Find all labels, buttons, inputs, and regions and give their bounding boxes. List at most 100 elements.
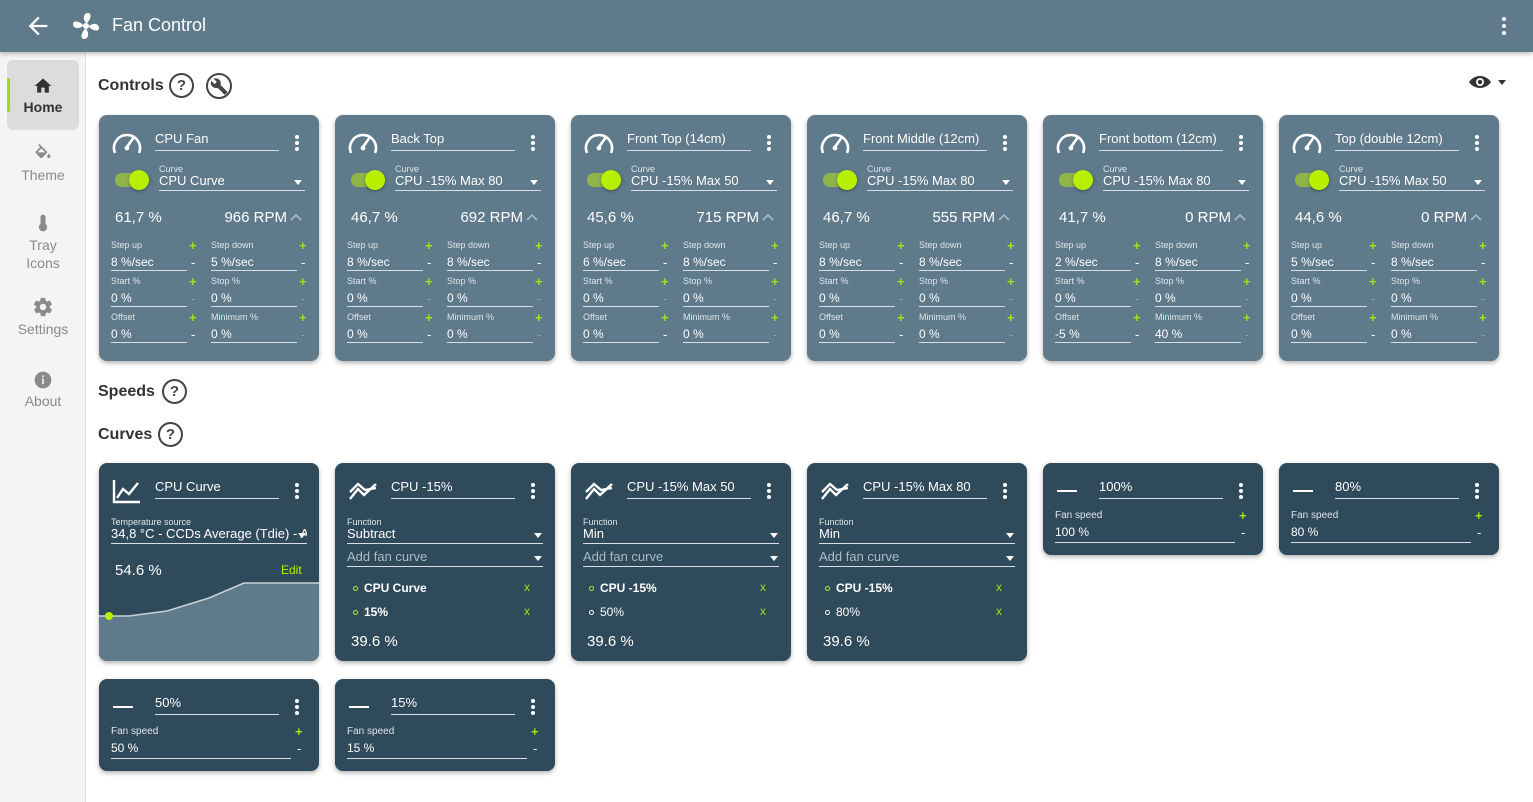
- stop-plus[interactable]: +: [1243, 274, 1251, 289]
- minimum-plus[interactable]: +: [1007, 310, 1015, 325]
- step-up-input[interactable]: 5 %/sec: [1291, 255, 1367, 271]
- step-down-minus[interactable]: -: [773, 255, 778, 270]
- card-menu-icon[interactable]: [1001, 483, 1009, 501]
- start-input[interactable]: 0 %: [347, 291, 423, 307]
- minimum-input[interactable]: 0 %: [211, 327, 297, 343]
- fan-name-input[interactable]: CPU Fan: [155, 131, 279, 151]
- offset-plus[interactable]: +: [425, 310, 433, 325]
- stop-minus[interactable]: -: [537, 291, 542, 306]
- step-down-input[interactable]: 8 %/sec: [1155, 255, 1241, 271]
- stop-minus[interactable]: -: [301, 291, 306, 306]
- step-up-input[interactable]: 2 %/sec: [1055, 255, 1131, 271]
- stop-minus[interactable]: -: [773, 291, 778, 306]
- curves-help-icon[interactable]: ?: [158, 422, 183, 447]
- start-input[interactable]: 0 %: [1055, 291, 1131, 307]
- fan-name-input[interactable]: Top (double 12cm): [1335, 131, 1459, 151]
- remove-mix-item-1[interactable]: x: [760, 604, 766, 618]
- controls-help-icon[interactable]: ?: [169, 73, 194, 98]
- wrench-icon[interactable]: [206, 73, 232, 99]
- offset-input[interactable]: 0 %: [347, 327, 423, 343]
- curve-name-input[interactable]: 15%: [391, 695, 515, 715]
- curve-name-input[interactable]: 100%: [1099, 479, 1223, 499]
- back-arrow-icon[interactable]: [24, 12, 52, 40]
- add-fan-curve-select[interactable]: Add fan curve: [347, 549, 543, 567]
- fan-speed-minus[interactable]: -: [533, 741, 538, 756]
- offset-minus[interactable]: -: [663, 327, 668, 342]
- step-down-plus[interactable]: +: [1479, 238, 1487, 253]
- stop-plus[interactable]: +: [535, 274, 543, 289]
- enable-toggle[interactable]: [115, 170, 149, 190]
- card-menu-icon[interactable]: [765, 135, 773, 153]
- step-down-plus[interactable]: +: [771, 238, 779, 253]
- curve-name-input[interactable]: CPU -15% Max 50: [627, 479, 751, 499]
- start-input[interactable]: 0 %: [583, 291, 659, 307]
- sidebar-item-home[interactable]: Home: [7, 60, 79, 130]
- curve-select[interactable]: CPU -15% Max 50: [1339, 173, 1485, 191]
- minimum-input[interactable]: 0 %: [919, 327, 1005, 343]
- start-plus[interactable]: +: [1133, 274, 1141, 289]
- enable-toggle[interactable]: [1295, 170, 1329, 190]
- remove-mix-item-1[interactable]: x: [996, 604, 1002, 618]
- step-down-plus[interactable]: +: [1007, 238, 1015, 253]
- step-up-plus[interactable]: +: [425, 238, 433, 253]
- step-up-plus[interactable]: +: [897, 238, 905, 253]
- minimum-minus[interactable]: -: [773, 327, 778, 342]
- add-fan-curve-select[interactable]: Add fan curve: [819, 549, 1015, 567]
- step-down-minus[interactable]: -: [1245, 255, 1250, 270]
- curve-select[interactable]: CPU -15% Max 80: [1103, 173, 1249, 191]
- offset-minus[interactable]: -: [191, 327, 196, 342]
- fan-speed-plus[interactable]: +: [1475, 508, 1483, 523]
- function-select[interactable]: Min: [583, 526, 779, 544]
- start-plus[interactable]: +: [661, 274, 669, 289]
- step-up-plus[interactable]: +: [189, 238, 197, 253]
- minimum-minus[interactable]: -: [537, 327, 542, 342]
- stop-input[interactable]: 0 %: [1391, 291, 1477, 307]
- function-select[interactable]: Subtract: [347, 526, 543, 544]
- remove-mix-item-0[interactable]: x: [996, 580, 1002, 594]
- minimum-minus[interactable]: -: [1009, 327, 1014, 342]
- fan-speed-input[interactable]: 50 %: [111, 741, 291, 759]
- step-up-minus[interactable]: -: [1371, 255, 1376, 270]
- start-minus[interactable]: -: [191, 291, 196, 306]
- step-down-minus[interactable]: -: [1009, 255, 1014, 270]
- curve-point-handle[interactable]: [105, 612, 113, 620]
- stop-minus[interactable]: -: [1245, 291, 1250, 306]
- fan-speed-minus[interactable]: -: [297, 741, 302, 756]
- offset-plus[interactable]: +: [1133, 310, 1141, 325]
- card-menu-icon[interactable]: [1237, 135, 1245, 153]
- minimum-minus[interactable]: -: [301, 327, 306, 342]
- start-plus[interactable]: +: [189, 274, 197, 289]
- offset-minus[interactable]: -: [1135, 327, 1140, 342]
- offset-minus[interactable]: -: [899, 327, 904, 342]
- step-down-input[interactable]: 8 %/sec: [919, 255, 1005, 271]
- offset-plus[interactable]: +: [189, 310, 197, 325]
- card-menu-icon[interactable]: [1473, 135, 1481, 153]
- start-minus[interactable]: -: [427, 291, 432, 306]
- step-down-input[interactable]: 8 %/sec: [683, 255, 769, 271]
- stop-plus[interactable]: +: [299, 274, 307, 289]
- offset-input[interactable]: -5 %: [1055, 327, 1131, 343]
- step-down-minus[interactable]: -: [1481, 255, 1486, 270]
- stop-input[interactable]: 0 %: [211, 291, 297, 307]
- step-down-minus[interactable]: -: [537, 255, 542, 270]
- fan-speed-minus[interactable]: -: [1241, 525, 1246, 540]
- offset-minus[interactable]: -: [1371, 327, 1376, 342]
- chevron-up-icon[interactable]: [289, 211, 303, 223]
- offset-minus[interactable]: -: [427, 327, 432, 342]
- fan-speed-plus[interactable]: +: [295, 724, 303, 739]
- stop-plus[interactable]: +: [1479, 274, 1487, 289]
- minimum-plus[interactable]: +: [1479, 310, 1487, 325]
- stop-input[interactable]: 0 %: [447, 291, 533, 307]
- start-minus[interactable]: -: [663, 291, 668, 306]
- curve-select[interactable]: CPU -15% Max 50: [631, 173, 777, 191]
- step-up-minus[interactable]: -: [899, 255, 904, 270]
- card-menu-icon[interactable]: [765, 483, 773, 501]
- stop-plus[interactable]: +: [1007, 274, 1015, 289]
- sidebar-item-theme[interactable]: Theme: [7, 144, 79, 192]
- step-up-plus[interactable]: +: [1369, 238, 1377, 253]
- card-menu-icon[interactable]: [529, 135, 537, 153]
- chevron-up-icon[interactable]: [997, 211, 1011, 223]
- stop-plus[interactable]: +: [771, 274, 779, 289]
- start-input[interactable]: 0 %: [1291, 291, 1367, 307]
- fan-speed-input[interactable]: 100 %: [1055, 525, 1235, 543]
